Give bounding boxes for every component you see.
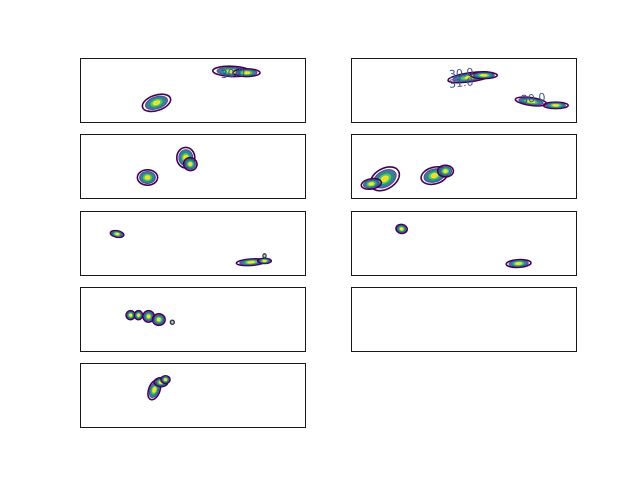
subplot-7-contour-3 <box>142 309 156 323</box>
subplot-3-contour-3-level-1 <box>136 169 159 186</box>
subplot-1-contour-1 <box>141 93 172 113</box>
subplot-1-plot-area: 30.0 <box>141 65 261 113</box>
subplot-5-contour-1 <box>109 229 125 239</box>
subplot-7-contour-2 <box>133 309 144 321</box>
subplot-5-frame <box>80 211 306 276</box>
subplot-9-contour-1-level-5 <box>152 387 157 393</box>
subplot-7 <box>80 287 306 352</box>
subplot-9-frame <box>80 363 306 428</box>
subplot-1: 30.0 <box>80 58 306 123</box>
subplot-6-contour-2 <box>505 258 532 269</box>
subplot-4-contour-2-level-5 <box>368 182 375 186</box>
subplot-7-contour-1-level-5 <box>129 313 133 317</box>
subplot-7-contour-4-level-1 <box>151 313 166 327</box>
subplot-1-contour-1-level-1 <box>141 93 172 113</box>
subplot-1-contour-3-level-1 <box>232 68 261 78</box>
subplot-1-contour-label-1: 30.0 <box>220 66 246 81</box>
subplot-6-contour-1 <box>395 223 408 235</box>
subplot-2-frame <box>351 58 577 123</box>
subplot-2-contour-4-level-1 <box>542 101 569 110</box>
subplot-4-contour-4 <box>436 164 455 178</box>
subplot-8 <box>351 287 577 352</box>
subplot-7-contour-1 <box>125 309 136 321</box>
subplot-8-frame <box>351 287 577 352</box>
subplot-5-contour-3 <box>256 257 273 265</box>
subplot-1-contour-3-level-5 <box>242 71 251 75</box>
subplot-3-contour-3-level-5 <box>144 175 151 180</box>
subplot-7-plot-area <box>125 309 175 327</box>
subplot-1-frame <box>80 58 306 123</box>
subplot-7-contour-3-level-5 <box>146 314 151 319</box>
subplot-1-contour-3 <box>232 68 261 78</box>
subplot-3-contour-2 <box>182 156 198 172</box>
subplot-5-contour-2-level-5 <box>247 260 255 264</box>
subplot-2-contour-2-level-5 <box>480 74 488 77</box>
subplot-2-plot-area: 30.031.030.0 <box>447 66 569 110</box>
subplot-4-contour-2-level-1 <box>360 177 383 191</box>
subplot-9-plot-area <box>147 374 171 401</box>
subplot-4 <box>351 134 577 199</box>
subplot-4-plot-area <box>360 164 455 192</box>
subplot-2-contour-4-level-5 <box>552 104 560 107</box>
subplot-2-contour-2 <box>469 71 499 80</box>
subplot-2-contour-2-level-1 <box>469 71 499 80</box>
subplot-2-contour-4 <box>542 101 569 110</box>
subplot-4-contour-4-level-1 <box>436 164 455 178</box>
subplot-4-contour-2 <box>360 177 383 191</box>
subplot-7-contour-4-level-5 <box>156 317 161 322</box>
subplot-1-contour-1-level-5 <box>152 100 161 106</box>
subplot-2-contour-label-2: 31.0 <box>448 75 474 90</box>
subplot-3-contour-2-level-5 <box>188 162 193 167</box>
subplot-2-contour-label-3: 30.0 <box>520 91 546 106</box>
subplot-7-contour-5-level-5 <box>171 321 174 324</box>
subplot-5-contour-3-level-5 <box>262 259 267 262</box>
subplot-5-contour-2 <box>235 258 267 267</box>
subplot-3-plot-area <box>136 146 198 186</box>
subplot-9-contour-3 <box>160 374 171 385</box>
subplot-4-contour-3-level-5 <box>430 173 438 179</box>
subplot-7-contour-4 <box>151 313 166 327</box>
subplot-5-contour-4-level-5 <box>263 254 266 257</box>
subplot-3-frame <box>80 134 306 199</box>
subplot-9-contour-3-level-1 <box>160 374 171 385</box>
subplot-6-contour-1-level-1 <box>395 223 408 235</box>
subplot-5-contour-4 <box>262 253 267 259</box>
subplot-7-contour-5 <box>169 319 175 325</box>
subplot-5 <box>80 211 306 276</box>
subplot-2-contour-label-1: 30.0 <box>448 66 474 81</box>
subplot-grid: 30.0 30.031.030.0 <box>80 58 577 428</box>
subplot-2: 30.031.030.0 <box>351 58 577 123</box>
subplot-9-contour-3-level-5 <box>163 378 168 381</box>
subplot-2-contour-3-level-5 <box>526 99 536 104</box>
subplot-9 <box>80 363 306 428</box>
subplot-7-frame <box>80 287 306 352</box>
subplot-6-contour-2-level-5 <box>515 262 523 265</box>
subplot-4-contour-4-level-5 <box>443 169 448 173</box>
subplot-6-contour-1-level-5 <box>399 227 404 231</box>
subplot-5-contour-1-level-5 <box>115 232 120 236</box>
subplot-6 <box>351 211 577 276</box>
subplot-5-plot-area <box>109 229 273 267</box>
subplot-5-contour-1-level-1 <box>109 229 125 239</box>
subplot-7-contour-2-level-5 <box>137 313 140 317</box>
subplot-2-contour-3 <box>514 96 548 107</box>
subplot-3-contour-2-level-1 <box>182 156 198 172</box>
subplot-6-contour-2-level-1 <box>505 258 532 269</box>
subplot-3 <box>80 134 306 199</box>
subplot-6-plot-area <box>395 223 532 269</box>
subplot-6-frame <box>351 211 577 276</box>
subplot-4-frame <box>351 134 577 199</box>
subplot-3-contour-3 <box>136 169 159 186</box>
